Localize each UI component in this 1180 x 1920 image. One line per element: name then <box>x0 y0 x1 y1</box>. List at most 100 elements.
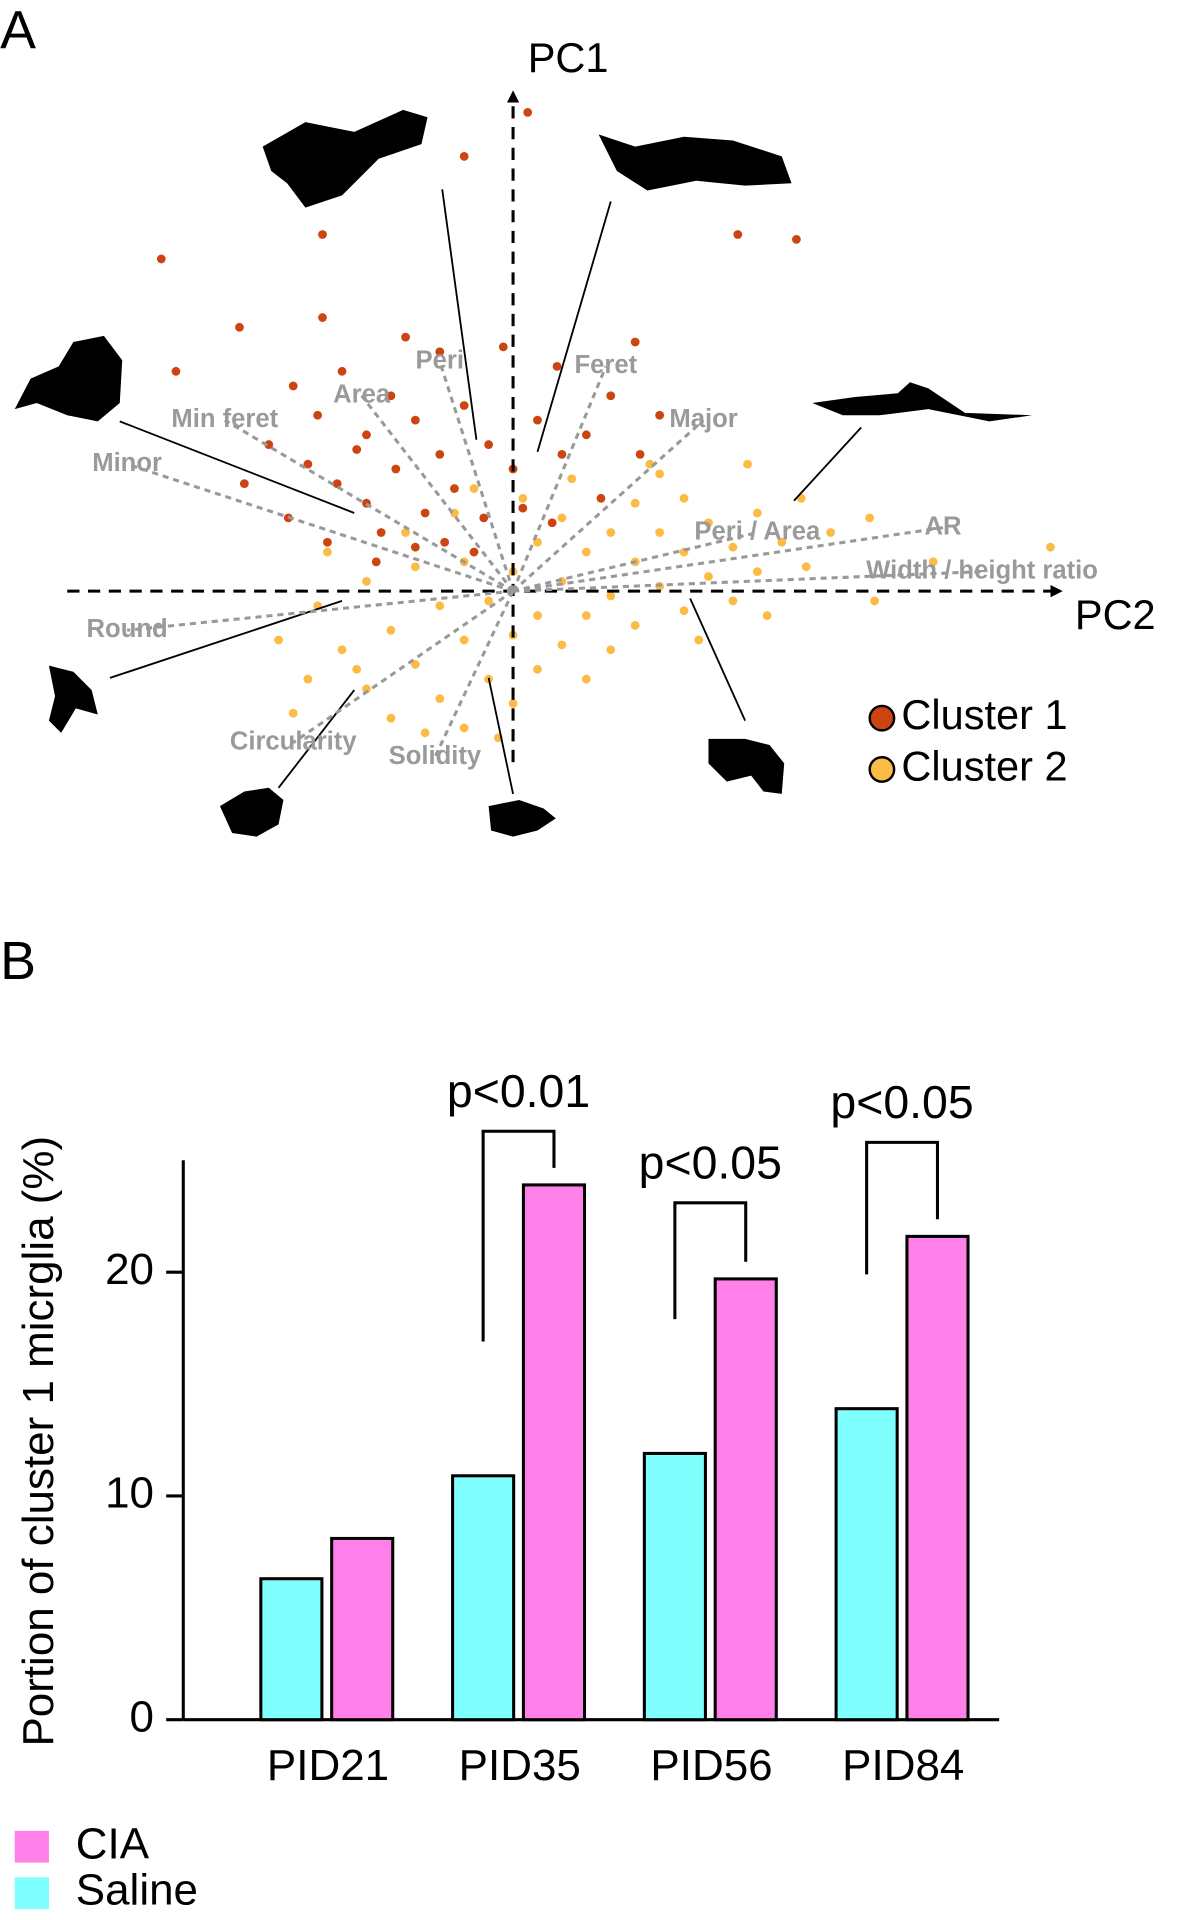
point <box>635 449 645 459</box>
legend-marker <box>868 756 896 783</box>
legend-label: CIA <box>76 1819 150 1868</box>
loading-label: Minor <box>92 449 162 477</box>
bar <box>259 1577 324 1722</box>
point <box>410 562 420 572</box>
point <box>733 230 743 239</box>
point <box>435 449 445 459</box>
point <box>440 537 450 547</box>
point <box>581 430 591 440</box>
legend-label: Cluster 2 <box>901 742 1067 789</box>
point <box>459 723 469 733</box>
point <box>264 440 274 449</box>
panel-label: A <box>0 0 36 60</box>
point <box>420 728 430 738</box>
x-axis-label: PC2 <box>1075 591 1156 638</box>
point <box>679 493 689 503</box>
significance-label: p<0.05 <box>830 1076 973 1128</box>
legend-label: Saline <box>76 1866 198 1915</box>
bar <box>834 1407 899 1722</box>
point <box>728 596 738 606</box>
loading-label: Area <box>333 380 391 408</box>
loading-label: Peri <box>416 346 464 374</box>
legend-label: Cluster 1 <box>901 691 1067 738</box>
point <box>484 596 494 606</box>
legend-marker <box>868 704 896 732</box>
point <box>694 635 704 645</box>
x-tick-label: PID84 <box>842 1741 964 1790</box>
y-tick-label: 0 <box>130 1692 154 1741</box>
bar <box>451 1474 516 1722</box>
point <box>352 664 362 674</box>
point <box>362 576 371 586</box>
point <box>435 601 445 611</box>
significance-label: p<0.05 <box>639 1136 782 1188</box>
point <box>752 567 762 576</box>
point <box>581 611 591 620</box>
point <box>371 557 381 567</box>
point <box>606 591 616 601</box>
point <box>318 230 327 239</box>
point <box>303 674 313 684</box>
point <box>655 528 665 537</box>
point <box>323 537 332 547</box>
point <box>518 503 528 513</box>
bar <box>521 1183 587 1722</box>
point <box>518 493 528 503</box>
point <box>567 474 577 484</box>
y-tick-label: 10 <box>105 1469 154 1518</box>
loading-vector <box>126 589 514 632</box>
point <box>391 464 401 474</box>
point <box>401 332 410 342</box>
point <box>484 440 494 449</box>
loading-label: Min feret <box>171 405 278 433</box>
point <box>762 611 772 620</box>
point <box>728 542 738 552</box>
point <box>362 684 371 694</box>
loading-vector <box>292 589 514 744</box>
point <box>376 528 386 537</box>
point <box>557 640 567 650</box>
point <box>557 513 567 523</box>
point <box>435 694 445 704</box>
x-tick-label: PID35 <box>459 1741 581 1790</box>
point <box>171 366 181 376</box>
point <box>655 469 665 479</box>
y-axis-label: PC1 <box>528 34 609 81</box>
loading-label: Width / height ratio <box>866 556 1098 584</box>
loading-vector <box>438 361 515 592</box>
point <box>801 562 811 572</box>
point <box>928 557 938 567</box>
point <box>523 107 533 117</box>
point <box>435 347 445 357</box>
callout-lines <box>109 189 862 795</box>
point <box>274 635 283 645</box>
bar <box>905 1234 970 1722</box>
significance-bracket <box>865 1140 940 1275</box>
legend-swatch <box>14 1830 49 1863</box>
point <box>386 625 396 635</box>
significance-label: p<0.01 <box>447 1065 590 1117</box>
point <box>606 645 616 655</box>
point <box>459 151 469 161</box>
point <box>498 342 508 352</box>
point <box>870 596 879 606</box>
point <box>337 366 347 376</box>
point <box>362 430 371 440</box>
cell-silhouettes <box>14 109 1033 837</box>
point <box>332 479 342 489</box>
loading-label: Circularity <box>230 727 357 755</box>
point <box>420 508 430 518</box>
point <box>630 498 640 508</box>
point <box>606 528 616 537</box>
bar <box>642 1451 707 1722</box>
point <box>469 484 479 493</box>
x-tick-label: PID21 <box>267 1741 389 1790</box>
loading-vector <box>512 419 705 593</box>
point <box>410 660 420 669</box>
loading-vector <box>224 418 514 593</box>
point <box>865 513 875 523</box>
point <box>410 542 420 552</box>
point <box>743 459 752 469</box>
point <box>630 337 640 347</box>
